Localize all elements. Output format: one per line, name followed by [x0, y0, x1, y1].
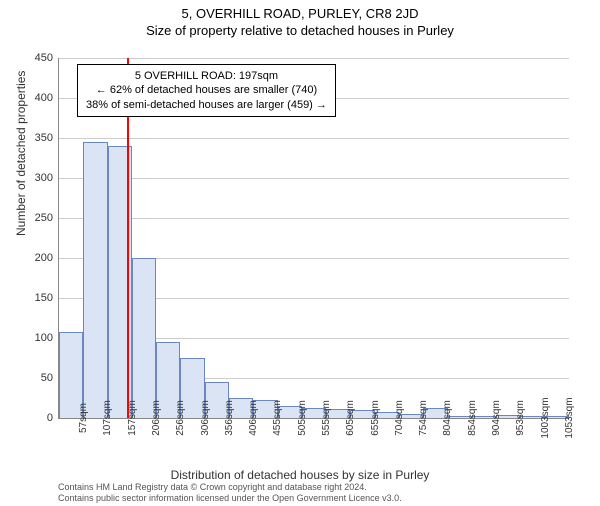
histogram-bar [83, 142, 107, 418]
y-tick-label: 200 [35, 252, 59, 264]
x-tick-label: 356sqm [220, 400, 235, 436]
y-tick-label: 300 [35, 172, 59, 184]
x-tick-label: 605sqm [341, 400, 356, 436]
x-tick-label: 306sqm [196, 400, 211, 436]
info-line-1: 5 OVERHILL ROAD: 197sqm [86, 69, 327, 83]
x-tick-label: 754sqm [414, 400, 429, 436]
x-tick-label: 953sqm [511, 400, 526, 436]
x-tick-label: 206sqm [147, 400, 162, 436]
x-tick-label: 904sqm [487, 400, 502, 436]
x-tick-label: 854sqm [463, 400, 478, 436]
x-tick-label: 455sqm [268, 400, 283, 436]
x-tick-label: 157sqm [123, 400, 138, 436]
x-tick-label: 256sqm [171, 400, 186, 436]
y-tick-label: 100 [35, 332, 59, 344]
x-axis-label: Distribution of detached houses by size … [0, 468, 600, 482]
x-tick-label: 1053sqm [560, 397, 575, 438]
info-line-2: ← 62% of detached houses are smaller (74… [86, 83, 327, 97]
gridline [59, 138, 569, 139]
footer-line-1: Contains HM Land Registry data © Crown c… [58, 482, 402, 493]
x-tick-label: 655sqm [366, 400, 381, 436]
x-tick-label: 406sqm [244, 400, 259, 436]
footer-line-2: Contains public sector information licen… [58, 493, 402, 504]
info-line-3: 38% of semi-detached houses are larger (… [86, 98, 327, 112]
gridline [59, 58, 569, 59]
y-tick-label: 150 [35, 292, 59, 304]
x-tick-label: 57sqm [74, 403, 89, 433]
footer-attribution: Contains HM Land Registry data © Crown c… [58, 482, 402, 504]
x-tick-label: 704sqm [390, 400, 405, 436]
x-tick-label: 107sqm [98, 400, 113, 436]
info-annotation-box: 5 OVERHILL ROAD: 197sqm ← 62% of detache… [77, 64, 336, 117]
x-tick-label: 1003sqm [536, 397, 551, 438]
gridline [59, 218, 569, 219]
y-axis-label: Number of detached properties [14, 71, 28, 236]
y-tick-label: 50 [41, 372, 59, 384]
y-tick-label: 250 [35, 212, 59, 224]
chart-title: 5, OVERHILL ROAD, PURLEY, CR8 2JD [0, 6, 600, 21]
histogram-bar [132, 258, 156, 418]
x-tick-label: 555sqm [317, 400, 332, 436]
y-tick-label: 0 [47, 412, 59, 424]
chart-subtitle: Size of property relative to detached ho… [0, 23, 600, 38]
y-tick-label: 450 [35, 52, 59, 64]
x-tick-label: 505sqm [293, 400, 308, 436]
y-tick-label: 350 [35, 132, 59, 144]
x-tick-label: 804sqm [438, 400, 453, 436]
gridline [59, 178, 569, 179]
y-tick-label: 400 [35, 92, 59, 104]
